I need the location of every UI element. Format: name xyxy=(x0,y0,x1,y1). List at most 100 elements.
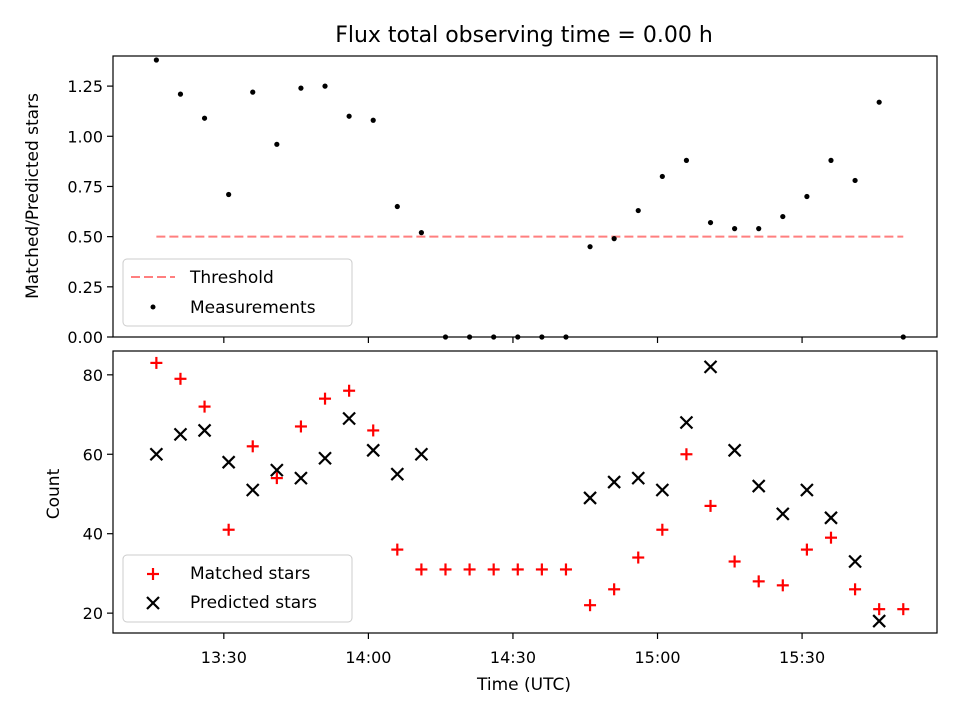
matched-star-point xyxy=(680,448,693,461)
top-y-tick-label: 1.00 xyxy=(67,127,103,146)
matched-star-point xyxy=(632,551,645,564)
predicted-star-point xyxy=(679,415,694,430)
measurement-point xyxy=(732,226,738,232)
top-x-ticks xyxy=(223,337,803,343)
matched-star-point xyxy=(873,603,886,616)
measurement-point xyxy=(683,157,690,163)
predicted-star-point xyxy=(149,447,164,462)
x-tick-label: 14:00 xyxy=(345,648,391,667)
predicted-star-point xyxy=(607,475,621,489)
predicted-star-point xyxy=(703,360,718,374)
top-plot-marks xyxy=(153,57,906,340)
predicted-star-point xyxy=(390,467,405,481)
matched-star-point xyxy=(849,583,862,596)
matched-star-point xyxy=(704,499,717,512)
matched-star-point xyxy=(897,603,910,616)
matched-star-point xyxy=(343,384,356,397)
matched-star-point xyxy=(800,543,813,556)
measurement-point xyxy=(756,226,762,232)
x-axis-label: Time (UTC) xyxy=(476,675,571,695)
measurement-point xyxy=(177,91,184,97)
x-tick-label: 13:30 xyxy=(201,648,247,667)
matched-star-point xyxy=(294,420,307,433)
measurement-point xyxy=(370,117,376,123)
bottom-y-tick-label: 60 xyxy=(83,445,103,464)
bottom-y-tick-label: 40 xyxy=(83,525,103,544)
predicted-star-point xyxy=(776,507,790,521)
top-axes-frame xyxy=(112,55,938,338)
measurement-point xyxy=(611,236,617,242)
predicted-star-point xyxy=(824,511,838,525)
x-tick-label: 15:00 xyxy=(634,648,680,667)
predicted-star-point xyxy=(197,423,212,438)
matched-star-point xyxy=(487,563,500,576)
measurement-point xyxy=(250,89,256,95)
matched-star-point xyxy=(319,392,332,405)
legend-matched-label: Matched stars xyxy=(190,564,310,584)
predicted-star-point xyxy=(872,614,886,628)
measurement-point xyxy=(418,230,424,236)
bottom-y-ticks: 20 40 60 80 xyxy=(83,366,113,623)
top-y-tick-label: 0.00 xyxy=(67,328,103,347)
predicted-star-point xyxy=(270,463,284,477)
top-legend: Threshold Measurements xyxy=(122,258,353,327)
legend-predicted-swatch xyxy=(146,596,160,610)
top-y-axis-label: Matched/Predicted stars xyxy=(23,93,43,299)
matched-star-point xyxy=(463,563,476,576)
bottom-plot-marks xyxy=(149,356,910,628)
predicted-star-point xyxy=(245,483,260,497)
matched-star-point xyxy=(776,579,789,592)
predicted-star-point xyxy=(848,554,862,569)
predicted-star-point xyxy=(366,443,380,458)
top-legend-box xyxy=(122,258,353,327)
matched-star-point xyxy=(559,563,572,576)
measurement-point xyxy=(780,213,786,220)
matched-star-point xyxy=(391,543,404,556)
legend-measurements-swatch xyxy=(150,304,156,310)
matched-star-point xyxy=(608,583,621,596)
predicted-star-point xyxy=(342,411,356,426)
predicted-star-point xyxy=(318,451,332,466)
top-y-tick-label: 0.50 xyxy=(67,228,103,247)
matched-star-point xyxy=(752,575,765,588)
measurement-point xyxy=(587,244,593,250)
x-tick-label: 14:30 xyxy=(490,648,536,667)
predicted-star-point xyxy=(631,471,646,485)
matched-star-point xyxy=(656,523,669,536)
legend-matched-swatch xyxy=(147,568,159,580)
measurement-point xyxy=(226,191,232,198)
legend-threshold-label: Threshold xyxy=(189,268,274,288)
measurement-point xyxy=(201,115,208,121)
measurement-point xyxy=(635,207,641,214)
bottom-y-tick-label: 20 xyxy=(83,604,103,623)
measurement-point xyxy=(659,173,665,180)
predicted-star-point xyxy=(414,447,429,462)
measurement-point xyxy=(153,57,159,63)
matched-star-point xyxy=(222,523,235,536)
chart-title: Flux total observing time = 0.00 h xyxy=(335,23,713,48)
predicted-star-point xyxy=(173,427,188,442)
predicted-star-point xyxy=(221,455,236,469)
measurement-point xyxy=(298,85,304,91)
matched-star-point xyxy=(415,563,428,576)
measurement-point xyxy=(707,219,714,226)
bottom-legend: Matched stars Predicted stars xyxy=(122,554,353,623)
matched-star-point xyxy=(246,440,259,453)
predicted-star-point xyxy=(655,483,670,497)
bottom-y-tick-label: 80 xyxy=(83,366,103,385)
matched-star-point xyxy=(728,555,741,568)
matched-star-point xyxy=(511,563,524,576)
matched-star-point xyxy=(150,356,163,369)
bottom-y-axis-label: Count xyxy=(44,468,64,519)
predicted-star-point xyxy=(751,479,766,493)
measurement-point xyxy=(852,177,858,184)
top-y-tick-label: 1.25 xyxy=(67,77,103,96)
flux-ratio-axes: Flux total observing time = 0.00 h Match… xyxy=(23,23,938,347)
matched-star-point xyxy=(584,599,597,612)
legend-measurements-label: Measurements xyxy=(190,298,316,318)
predicted-star-point xyxy=(294,471,308,485)
measurement-point xyxy=(274,141,280,147)
matched-star-point xyxy=(198,400,211,413)
matched-star-point xyxy=(270,472,283,485)
bottom-x-ticks: 13:30 14:00 14:30 15:00 15:30 xyxy=(201,633,825,667)
